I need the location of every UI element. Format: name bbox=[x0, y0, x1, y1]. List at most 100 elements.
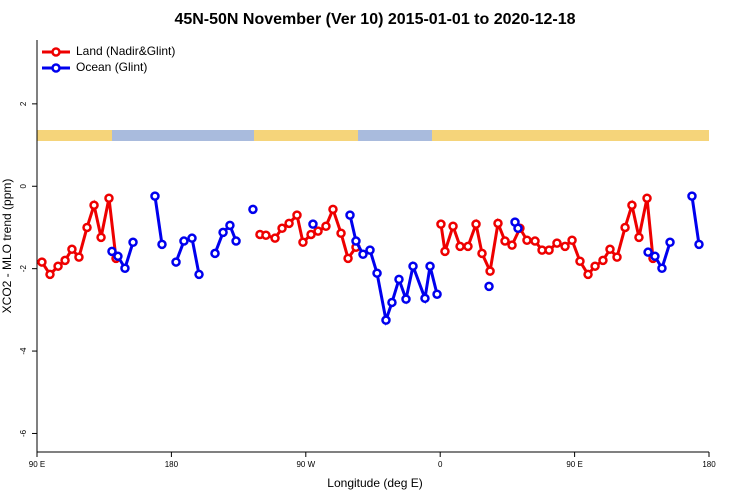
point bbox=[544, 245, 554, 255]
y-tick-label: -6 bbox=[19, 429, 28, 437]
point bbox=[484, 281, 494, 292]
y-tick-label: -4 bbox=[19, 347, 28, 355]
point bbox=[218, 227, 228, 238]
point bbox=[432, 289, 442, 299]
point bbox=[522, 235, 532, 245]
point bbox=[284, 218, 294, 229]
point bbox=[598, 255, 608, 266]
y-axis-label: XCO2 - MLO trend (ppm) bbox=[0, 179, 14, 314]
x-tick-label: 90 E bbox=[29, 460, 45, 469]
legend-label: Land (Nadir&Glint) bbox=[76, 44, 175, 58]
point bbox=[157, 239, 167, 250]
point bbox=[277, 223, 287, 234]
point bbox=[634, 232, 644, 243]
point bbox=[643, 247, 653, 257]
point bbox=[650, 251, 660, 262]
point bbox=[345, 210, 355, 220]
point bbox=[89, 200, 99, 210]
point bbox=[128, 237, 138, 248]
point bbox=[590, 261, 600, 271]
point bbox=[365, 245, 375, 255]
point bbox=[308, 219, 318, 229]
point bbox=[74, 252, 84, 262]
point bbox=[387, 297, 397, 308]
point bbox=[313, 226, 323, 236]
point bbox=[552, 238, 562, 248]
x-axis-label: Longitude (deg E) bbox=[327, 476, 422, 490]
point bbox=[507, 240, 517, 250]
point bbox=[107, 246, 117, 257]
point bbox=[372, 268, 382, 278]
x-tick-label: 90 E bbox=[566, 460, 582, 469]
point bbox=[60, 255, 70, 266]
point bbox=[530, 236, 540, 246]
point bbox=[471, 219, 481, 229]
point bbox=[560, 241, 570, 252]
y-tick-label: -2 bbox=[19, 265, 28, 273]
point bbox=[401, 294, 411, 304]
point bbox=[261, 230, 271, 241]
point bbox=[343, 253, 353, 264]
x-tick-label: 0 bbox=[438, 460, 443, 469]
point bbox=[248, 204, 258, 215]
point bbox=[231, 236, 241, 246]
point bbox=[694, 239, 704, 250]
point bbox=[270, 233, 280, 243]
point bbox=[455, 241, 465, 252]
point bbox=[37, 257, 47, 267]
point bbox=[179, 236, 189, 246]
point bbox=[567, 235, 577, 245]
point bbox=[642, 193, 652, 203]
point bbox=[605, 244, 615, 255]
point bbox=[575, 256, 585, 266]
point bbox=[336, 228, 346, 238]
point bbox=[485, 266, 495, 276]
x-tick-label: 180 bbox=[165, 460, 179, 469]
y-tick-label: 2 bbox=[19, 101, 28, 106]
point bbox=[425, 261, 435, 271]
point bbox=[665, 237, 675, 248]
point bbox=[187, 233, 197, 243]
point bbox=[210, 248, 220, 259]
point bbox=[493, 218, 503, 229]
point bbox=[194, 269, 204, 280]
point bbox=[104, 193, 114, 203]
point bbox=[306, 229, 316, 240]
point bbox=[463, 241, 473, 252]
point bbox=[436, 219, 446, 229]
legend-marker bbox=[51, 47, 61, 57]
point bbox=[351, 236, 361, 246]
point bbox=[408, 261, 418, 271]
point bbox=[358, 249, 368, 259]
map-strip bbox=[37, 130, 709, 141]
point bbox=[394, 274, 404, 285]
point bbox=[477, 248, 487, 259]
legend-marker bbox=[51, 63, 61, 73]
point bbox=[687, 191, 697, 201]
point bbox=[448, 221, 458, 231]
point bbox=[298, 237, 308, 248]
chart-title: 45N-50N November (Ver 10) 2015-01-01 to … bbox=[174, 11, 575, 28]
point bbox=[620, 222, 630, 233]
point bbox=[500, 236, 510, 246]
point bbox=[45, 269, 55, 280]
point bbox=[328, 204, 338, 215]
point bbox=[171, 257, 181, 267]
point bbox=[440, 246, 450, 257]
point bbox=[513, 223, 523, 234]
point bbox=[583, 269, 593, 280]
point bbox=[292, 210, 302, 220]
point bbox=[67, 244, 77, 255]
point bbox=[627, 200, 637, 210]
legend-label: Ocean (Glint) bbox=[76, 60, 147, 74]
point bbox=[321, 221, 331, 231]
point bbox=[53, 261, 63, 271]
point bbox=[150, 191, 160, 201]
point bbox=[657, 263, 667, 273]
point bbox=[381, 315, 391, 325]
point bbox=[113, 251, 123, 262]
point bbox=[120, 263, 130, 273]
x-tick-label: 90 W bbox=[296, 460, 315, 469]
x-tick-label: 180 bbox=[702, 460, 716, 469]
